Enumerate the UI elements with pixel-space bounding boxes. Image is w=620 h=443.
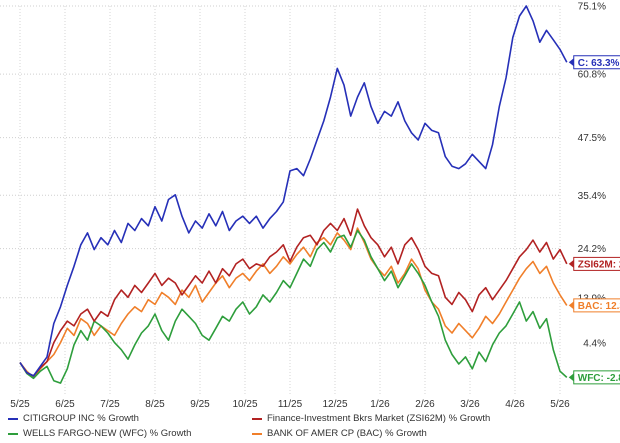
end-labels: C: 63.3% ZSI62M: 21.0% WFC: -2.8% BAC: 12.3… <box>568 55 620 385</box>
legend: CITIGROUP INC % Growth Finance-Investmen… <box>0 411 620 443</box>
x-tick-label: 10/25 <box>232 399 257 410</box>
x-tick-label: 12/25 <box>322 399 347 410</box>
end-label-text: WFC: -2.8% <box>578 373 620 384</box>
end-label-text: C: 63.3% <box>578 58 620 69</box>
y-tick-label: 60.8% <box>578 70 606 81</box>
x-tick-label: 5/25 <box>10 399 30 410</box>
x-tick-label: 2/26 <box>415 399 435 410</box>
end-label-box <box>573 370 620 385</box>
end-label-box <box>573 256 620 271</box>
y-tick-label: 24.2% <box>578 244 606 255</box>
legend-swatch-wfc <box>8 432 18 435</box>
x-tick-label: 6/25 <box>55 399 75 410</box>
x-tick-label: 4/26 <box>505 399 525 410</box>
y-tick-label: 4.4% <box>583 339 606 350</box>
end-label-box <box>573 55 620 70</box>
end-label: ZSI62M: 21.0% <box>568 256 620 271</box>
y-tick-label: 35.4% <box>578 191 606 202</box>
series-line <box>19 229 568 384</box>
end-label-pointer <box>568 259 574 268</box>
legend-label-wfc: WELLS FARGO-NEW (WFC) % Growth <box>23 428 192 439</box>
legend-item-citigroup: CITIGROUP INC % Growth <box>8 413 139 424</box>
series-line <box>19 227 568 379</box>
legend-label-citigroup: CITIGROUP INC % Growth <box>23 413 139 424</box>
end-label: C: 63.3% <box>568 55 620 70</box>
end-label-text: ZSI62M: 21.0% <box>578 259 620 270</box>
x-tick-label: 1/26 <box>370 399 390 410</box>
x-tick-label: 5/26 <box>550 399 570 410</box>
legend-label-zsi62m: Finance-Investment Bkrs Market (ZSI62M) … <box>267 413 491 424</box>
end-label-box <box>573 298 620 313</box>
x-tick-label: 3/26 <box>460 399 480 410</box>
legend-item-zsi62m: Finance-Investment Bkrs Market (ZSI62M) … <box>252 413 490 424</box>
series-lines <box>19 5 568 384</box>
end-label-pointer <box>568 58 574 67</box>
x-axis-ticks: 5/25 6/25 7/25 8/25 9/25 10/25 11/25 12/25 1/26 2… <box>10 399 570 410</box>
end-label: WFC: -2.8% <box>568 370 620 385</box>
end-label-text: BAC: 12.3% <box>578 301 620 312</box>
legend-label-bac: BANK OF AMER CP (BAC) % Growth <box>267 428 427 439</box>
legend-swatch-citigroup <box>8 417 18 420</box>
legend-item-bac: BANK OF AMER CP (BAC) % Growth <box>252 428 427 439</box>
x-tick-label: 8/25 <box>145 399 165 410</box>
end-label-pointer <box>568 373 574 382</box>
x-tick-label: 11/25 <box>278 399 303 410</box>
legend-swatch-zsi62m <box>252 417 262 420</box>
y-tick-label: 75.1% <box>578 2 606 13</box>
x-tick-label: 7/25 <box>100 399 120 410</box>
series-line <box>19 5 568 377</box>
end-label-pointer <box>568 301 574 310</box>
legend-item-wfc: WELLS FARGO-NEW (WFC) % Growth <box>8 428 191 439</box>
series-line <box>19 208 568 377</box>
legend-swatch-bac <box>252 432 262 435</box>
end-label: BAC: 12.3% <box>568 298 620 313</box>
y-tick-label: 47.5% <box>578 133 606 144</box>
x-tick-label: 9/25 <box>190 399 210 410</box>
